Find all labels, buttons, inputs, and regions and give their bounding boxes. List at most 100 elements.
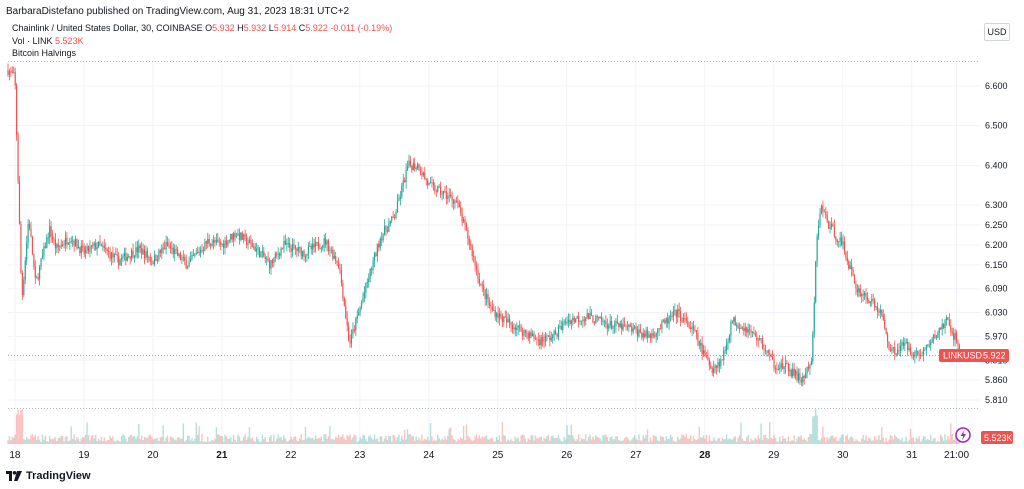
candle-body (385, 226, 387, 231)
volume-bar (813, 415, 815, 444)
candle-body (618, 323, 620, 327)
volume-bar (283, 435, 285, 444)
volume-bar (369, 435, 371, 444)
candle-body (128, 256, 130, 258)
volume-bar (230, 437, 232, 444)
candle-body (907, 341, 909, 351)
legend-indicator-name[interactable]: Bitcoin Halvings (12, 48, 77, 58)
candle-body (165, 242, 167, 250)
candle-body (106, 249, 108, 252)
volume-bar (508, 440, 511, 444)
candle-body (172, 247, 174, 255)
volume-bar (264, 436, 266, 444)
candle-body (162, 247, 164, 249)
candle-body (227, 240, 229, 246)
volume-bar (787, 436, 790, 444)
volume-bar (678, 439, 680, 444)
candle-body (234, 233, 236, 237)
currency-selector[interactable]: USD (984, 23, 1010, 41)
volume-bar (559, 439, 561, 444)
candle-body (208, 239, 210, 244)
candle-body (570, 320, 572, 324)
candle-body (638, 329, 640, 337)
candle-body (626, 326, 629, 327)
candle-body (257, 247, 259, 249)
volume-bar (899, 440, 902, 444)
x-tick-label: 21:00 (944, 450, 969, 461)
candle-body (307, 246, 309, 254)
time-axis[interactable]: 18 19 20 21 22 23 24 25 26 27 28 29 30 31 21:00 (9, 450, 969, 461)
candle-body (20, 224, 22, 273)
volume-bar (763, 435, 765, 444)
volume-bar (199, 441, 202, 444)
candle-body (123, 252, 126, 257)
candle-body (672, 311, 675, 318)
volume-bar (110, 437, 113, 444)
candle-body (47, 237, 49, 239)
candle-body (34, 266, 36, 278)
x-tick-label: 27 (630, 450, 642, 461)
candle-body (938, 327, 940, 334)
x-tick-label: 31 (906, 450, 918, 461)
volume-bar (669, 434, 672, 444)
volume-bar (195, 422, 197, 444)
lightning-icon[interactable] (955, 427, 971, 443)
volume-bar (339, 437, 341, 444)
volume-bar (773, 434, 775, 444)
candle-body (609, 320, 611, 326)
volume-bar (27, 438, 29, 444)
candle-body (478, 278, 481, 284)
volume-bar (911, 438, 913, 444)
candle-body (714, 365, 716, 368)
volume-bar (59, 437, 61, 444)
volume-bar (543, 438, 545, 444)
volume-bar (79, 441, 81, 444)
candle-body (678, 309, 680, 312)
candle-body (662, 320, 664, 322)
volume-bar (826, 436, 828, 444)
candle-body (316, 242, 318, 243)
tradingview-footer[interactable]: TradingView (6, 470, 91, 482)
candle-body (110, 252, 113, 259)
volume-bar (234, 439, 236, 444)
footer-brand: TradingView (26, 470, 91, 482)
volume-bar (353, 434, 356, 444)
candle-body (776, 368, 778, 370)
volume-bar (901, 437, 903, 444)
price-axis[interactable]: 6.600 6.500 6.400 6.300 6.250 6.200 6.150 6.090… (985, 81, 1008, 405)
candle-body (266, 258, 268, 260)
volume-bar (889, 435, 892, 444)
legend-symbol[interactable]: Chainlink / United States Dollar, 30, CO… (12, 23, 203, 33)
volume-bar (790, 440, 792, 444)
candle-body (437, 186, 439, 192)
volume-bar (560, 441, 563, 444)
candle-body (753, 332, 755, 334)
volume-bar (756, 439, 758, 444)
candle-body (500, 313, 502, 317)
candle-body (290, 247, 292, 252)
volume-bar (697, 439, 699, 444)
candle-body (310, 246, 312, 250)
volume-bar (733, 437, 735, 444)
volume-bar (80, 438, 82, 444)
candle-body (511, 325, 514, 329)
volume-bar (303, 439, 305, 444)
volume-bar (806, 441, 808, 444)
candle-body (279, 254, 281, 256)
candle-body (845, 251, 847, 258)
candle-body (445, 191, 447, 199)
y-tick-label: 6.150 (985, 260, 1008, 270)
volume-bar (518, 441, 521, 444)
candle-body (322, 245, 324, 248)
volume-bar (20, 409, 22, 444)
legend-volume-label[interactable]: Vol · LINK (12, 35, 53, 46)
volume-bar (600, 440, 603, 444)
volume-bar (497, 439, 499, 444)
candle-body (494, 309, 496, 318)
volume-bar (780, 441, 782, 444)
volume-bar (952, 439, 955, 444)
candle-body (894, 347, 896, 355)
volume-bar (931, 440, 933, 444)
volume-bar (546, 436, 548, 444)
